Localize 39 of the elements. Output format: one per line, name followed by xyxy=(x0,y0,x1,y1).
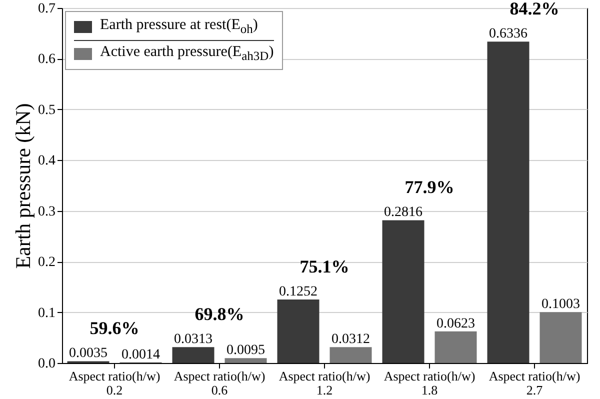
data-label: 0.0035 xyxy=(69,346,108,362)
data-label: 0.0014 xyxy=(122,347,160,362)
data-label: 0.0623 xyxy=(436,316,475,332)
y-tick-label: 0.7 xyxy=(38,2,56,16)
data-label: 0.1003 xyxy=(542,297,580,312)
bar xyxy=(382,220,424,363)
y-axis-title: Earth pressure (kN) xyxy=(11,103,35,269)
bar xyxy=(434,331,477,363)
y-tick-label: 0.5 xyxy=(38,102,56,118)
annotation: 59.6% xyxy=(90,318,140,338)
annotation: 77.9% xyxy=(404,177,454,198)
x-tick-label: Aspect ratio(h/w) 2.7 xyxy=(488,368,580,398)
bar xyxy=(330,347,372,363)
x-tick-label: Aspect ratio(h/w) 0.6 xyxy=(174,368,266,398)
data-label: 0.0313 xyxy=(174,332,212,348)
y-tick-label: 0.4 xyxy=(38,154,56,169)
legend-label: Earth pressure at rest(E$_{oh}$) xyxy=(100,16,258,38)
y-tick-label: 0.0 xyxy=(38,356,56,372)
y-tick-label: 0.6 xyxy=(38,52,56,68)
annotation: 75.1% xyxy=(300,256,350,277)
bar xyxy=(487,42,530,363)
bar xyxy=(540,312,582,363)
x-tick-label: Aspect ratio(h/w) 1.2 xyxy=(278,368,370,398)
data-label: 0.0312 xyxy=(332,332,370,348)
data-label: 0.6336 xyxy=(489,26,528,42)
annotation: 69.8% xyxy=(194,304,244,324)
y-tick-label: 0.1 xyxy=(38,306,56,321)
x-tick-label: Aspect ratio(h/w) 1.8 xyxy=(384,368,476,398)
data-label: 0.0095 xyxy=(226,343,265,358)
annotation: 84.2% xyxy=(510,0,560,19)
legend-label: Active earth pressure(E$_{ah3D}$) xyxy=(100,43,274,65)
bar xyxy=(224,358,267,363)
x-tick-label: Aspect ratio(h/w) 0.2 xyxy=(68,368,160,398)
data-label: 0.1252 xyxy=(279,284,318,300)
data-label: 0.2816 xyxy=(384,205,422,220)
bar xyxy=(172,347,214,363)
y-tick-label: 0.2 xyxy=(38,255,56,270)
bar xyxy=(277,300,320,363)
y-tick-label: 0.3 xyxy=(38,204,56,220)
